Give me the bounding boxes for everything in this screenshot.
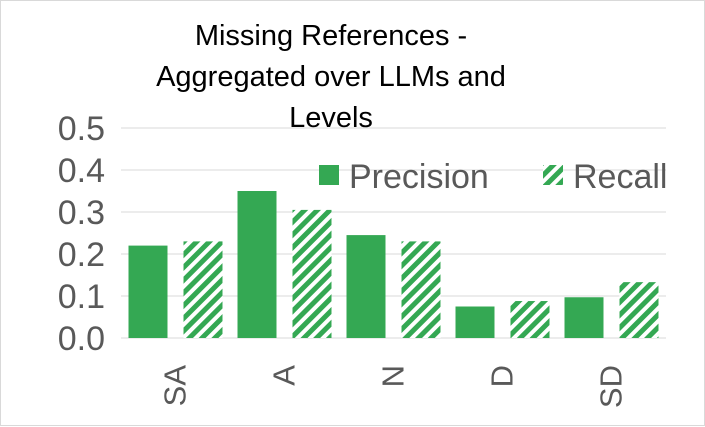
x-axis-categories: SA A N D SD xyxy=(158,365,629,408)
chart-title-line-1: Missing References - xyxy=(195,20,467,52)
y-tick-label: 0.0 xyxy=(58,320,105,358)
y-tick-label: 0.4 xyxy=(58,152,105,190)
x-category-label: A xyxy=(267,365,302,386)
x-category-label: SA xyxy=(158,365,193,407)
y-tick-label: 0.1 xyxy=(58,278,105,316)
chart-title-line-2: Aggregated over LLMs and xyxy=(156,61,506,93)
legend: Precision Recall xyxy=(319,158,667,196)
bar-recall-sd xyxy=(619,282,659,338)
y-tick-label: 0.5 xyxy=(58,110,105,148)
bar-recall-d xyxy=(510,301,550,338)
legend-swatch-recall xyxy=(543,165,563,185)
bar-recall-sa xyxy=(183,241,223,338)
x-category-label: SD xyxy=(594,365,629,408)
y-axis-ticks: 0.0 0.1 0.2 0.3 0.4 0.5 xyxy=(58,110,105,358)
bar-recall-n xyxy=(401,241,441,338)
legend-label-recall: Recall xyxy=(573,158,667,196)
bar-precision-a xyxy=(237,191,277,338)
bar-precision-sd xyxy=(564,297,604,338)
x-category-label: D xyxy=(485,365,520,387)
chart-title: Missing References - Aggregated over LLM… xyxy=(156,20,506,134)
x-category-label: N xyxy=(376,365,411,387)
bar-precision-d xyxy=(455,306,495,338)
chart-title-line-3: Levels xyxy=(289,102,373,134)
legend-swatch-precision xyxy=(319,165,339,185)
legend-label-precision: Precision xyxy=(349,158,489,196)
y-tick-label: 0.3 xyxy=(58,194,105,232)
bar-precision-n xyxy=(346,235,386,338)
bars xyxy=(128,191,659,338)
bar-precision-sa xyxy=(128,245,168,338)
y-tick-label: 0.2 xyxy=(58,236,105,274)
bar-recall-a xyxy=(292,209,332,338)
